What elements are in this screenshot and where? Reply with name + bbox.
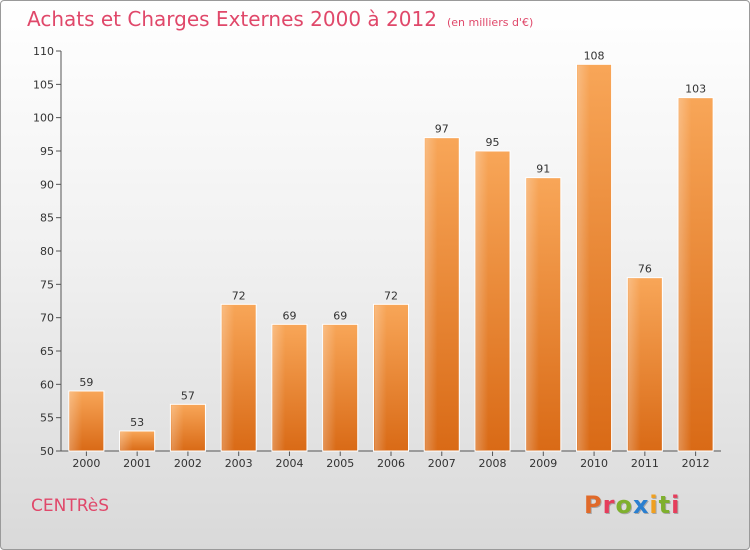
logo-letter: r xyxy=(602,491,616,519)
y-tick-label: 95 xyxy=(40,145,54,158)
bar-value-label: 59 xyxy=(79,376,93,389)
y-tick-label: 70 xyxy=(40,312,54,325)
x-tick-label: 2010 xyxy=(580,457,608,470)
x-tick-label: 2004 xyxy=(275,457,303,470)
bar-value-label: 72 xyxy=(384,289,398,302)
bar-value-label: 69 xyxy=(282,309,296,322)
bar-value-label: 72 xyxy=(232,289,246,302)
bar-highlight xyxy=(476,152,489,450)
bar-value-label: 91 xyxy=(536,163,550,176)
bar-highlight xyxy=(577,65,590,450)
x-tick-label: 2005 xyxy=(326,457,354,470)
x-tick-label: 2009 xyxy=(529,457,557,470)
y-tick-label: 110 xyxy=(33,45,54,58)
y-tick-label: 60 xyxy=(40,378,54,391)
proxiti-logo[interactable]: Proxiti xyxy=(584,491,680,519)
bar-highlight xyxy=(628,278,641,450)
y-tick-label: 105 xyxy=(33,78,54,91)
logo-letter: i xyxy=(649,491,659,519)
bar-value-label: 103 xyxy=(685,83,706,96)
bar-value-label: 76 xyxy=(638,263,652,276)
x-tick-label: 2008 xyxy=(479,457,507,470)
logo-letter: i xyxy=(671,491,681,519)
bar-value-label: 108 xyxy=(584,49,605,62)
town-name: CENTRèS xyxy=(31,496,110,516)
x-tick-label: 2003 xyxy=(225,457,253,470)
x-tick-label: 2002 xyxy=(174,457,202,470)
bar-highlight xyxy=(69,392,83,450)
chart-title: Achats et Charges Externes 2000 à 2012 (e… xyxy=(27,7,533,31)
logo-letter: P xyxy=(584,491,603,519)
logo-letter: x xyxy=(632,491,650,519)
bar-highlight xyxy=(120,432,133,450)
bar-highlight xyxy=(679,98,692,451)
x-tick-label: 2001 xyxy=(123,457,151,470)
y-tick-label: 90 xyxy=(40,178,54,191)
bar-highlight xyxy=(374,305,387,450)
bar-value-label: 69 xyxy=(333,309,347,322)
bar-value-label: 57 xyxy=(181,389,195,402)
bar-highlight xyxy=(272,325,286,450)
bar-highlight xyxy=(425,138,438,450)
bar-highlight xyxy=(526,178,540,450)
bar-value-label: 95 xyxy=(486,136,500,149)
y-tick-label: 75 xyxy=(40,278,54,291)
bar-highlight xyxy=(323,325,336,450)
x-tick-label: 2007 xyxy=(428,457,456,470)
x-tick-label: 2012 xyxy=(682,457,710,470)
y-tick-label: 55 xyxy=(40,412,54,425)
bars xyxy=(68,63,714,452)
y-tick-label: 80 xyxy=(40,245,54,258)
y-tick-label: 50 xyxy=(40,445,54,458)
bar-value-label: 53 xyxy=(130,416,144,429)
x-tick-label: 2006 xyxy=(377,457,405,470)
bar-highlight xyxy=(171,405,184,450)
labels: 50 55 60 65 70 75 80 85 90 95 100 105 110 59 2000 53 200… xyxy=(33,45,710,470)
y-tick-label: 65 xyxy=(40,345,54,358)
x-tick-label: 2000 xyxy=(72,457,100,470)
logo-letter: o xyxy=(615,491,633,519)
bar-highlight xyxy=(222,305,235,450)
x-tick-label: 2011 xyxy=(631,457,659,470)
chart-title-text: Achats et Charges Externes 2000 à 2012 xyxy=(27,7,437,31)
chart-subtitle: (en milliers d'€) xyxy=(446,16,534,29)
y-tick-label: 100 xyxy=(33,112,54,125)
y-tick-label: 85 xyxy=(40,212,54,225)
bar-value-label: 97 xyxy=(435,123,449,136)
logo-letter: t xyxy=(658,491,672,519)
